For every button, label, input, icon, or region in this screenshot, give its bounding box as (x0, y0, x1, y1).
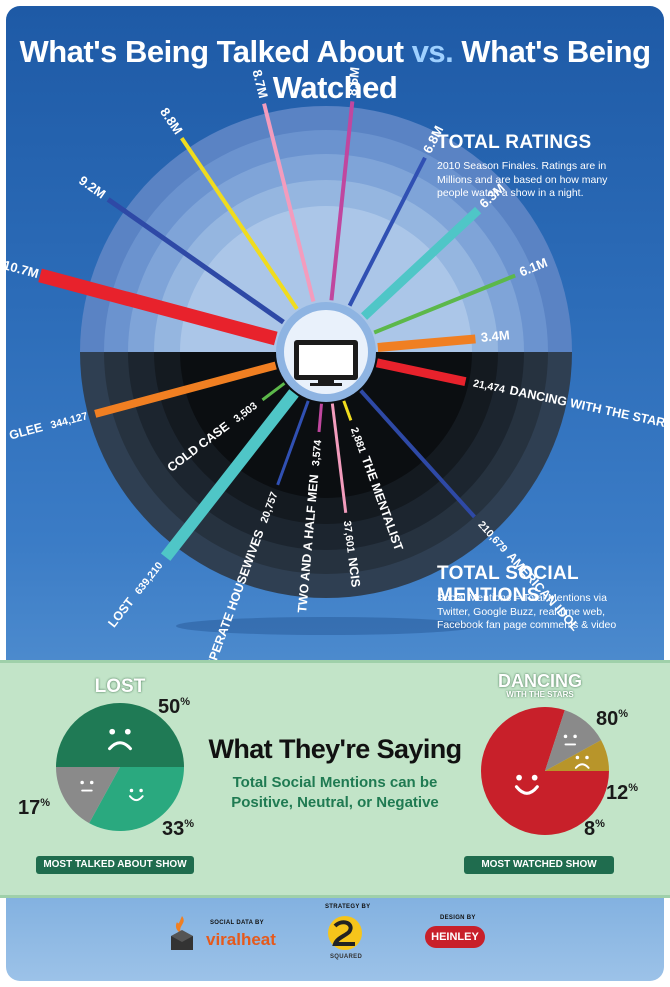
mention-label-glee: GLEE 344,127 (8, 408, 90, 442)
mention-label-lost: LOST 639,210 (106, 559, 166, 631)
mention-bar-desperate-housewives (276, 400, 310, 486)
lost-pie-chart (56, 703, 184, 831)
social-data-label: SOCIAL DATA BY (210, 920, 264, 926)
rating-bar-dancing-with-the-stars (360, 206, 482, 320)
dwts-pie-subtitle: WITH THE STARS (506, 690, 574, 699)
lost-neutral-value: 17 (18, 797, 41, 819)
dwts-neutral-value: 12 (606, 782, 629, 804)
squared-logo-text: SQUARED (330, 954, 363, 960)
rating-bar-the-mentalist (329, 101, 355, 301)
percent-sign: % (180, 696, 191, 708)
mention-value: LOST (106, 593, 140, 631)
rating-label-desperate-housewives: 9.2M (76, 173, 108, 202)
rating-label-the-mentalist: 8.5M (344, 66, 362, 96)
ratings-rings (80, 106, 572, 352)
heinley-logo: HEINLEY (425, 926, 485, 948)
rating-label-two-and-a-half-men: 8.8M (157, 105, 186, 137)
pie-slice-negative (56, 703, 184, 767)
tv-icon (294, 340, 358, 386)
pie-slice-negative (545, 740, 609, 771)
positive-face-icon (128, 788, 144, 802)
social-description: Social Mentions = Total Mentions via Twi… (437, 592, 617, 631)
lost-positive-percent: 33% (162, 818, 194, 841)
rating-bar-lost (38, 268, 278, 346)
mention-show-name: NCIS (345, 557, 363, 588)
chart-shadow (176, 617, 476, 635)
percent-sign: % (40, 797, 51, 809)
mention-show-name: 3,574 (310, 439, 324, 466)
page-title: What's Being Talked About vs. What's Bei… (0, 34, 670, 106)
negative-face-icon (108, 728, 132, 751)
pie-slice-positive (89, 767, 184, 831)
positive-face-icon (514, 774, 539, 795)
mention-bar-cold-case (261, 382, 286, 402)
mention-show-name: 639,210 (132, 560, 165, 597)
squared-logo-icon (325, 914, 365, 952)
mention-value: 37,601 (341, 520, 357, 553)
rating-bar-glee (377, 334, 476, 352)
dwts-positive-percent: 80% (596, 708, 628, 731)
dwts-negative-value: 8 (584, 818, 596, 840)
dwts-badge: MOST WATCHED SHOW (464, 856, 614, 874)
mention-bar-the-mentalist (342, 400, 353, 421)
pie-slice-neutral (545, 710, 602, 771)
percent-sign: % (628, 782, 639, 794)
dwts-positive-value: 80 (596, 708, 619, 730)
saying-title: What They're Saying (208, 734, 462, 764)
percent-sign: % (595, 818, 605, 830)
dwts-pie-title: DANCING (498, 671, 582, 691)
rating-label-ncis: 8.7M (249, 68, 271, 100)
lost-neutral-percent: 17% (18, 797, 50, 820)
mention-bar-two-and-a-half-men (317, 403, 323, 433)
social-heading: TOTAL SOCIAL MENTIONS (437, 563, 579, 606)
ratings-description: 2010 Season Finales. Ratings are in Mill… (437, 160, 608, 199)
rating-bar-two-and-a-half-men (180, 136, 299, 311)
rating-label-lost: 10.7M (2, 257, 41, 281)
rating-bar-american-idol (347, 156, 427, 307)
neutral-face-icon (563, 734, 577, 746)
flame-crate-icon (168, 914, 196, 952)
dwts-negative-percent: 8% (584, 818, 605, 841)
percent-sign: % (184, 818, 195, 830)
credits-footer: SOCIAL DATA BY viralheat STRATEGY BY SQU… (0, 900, 670, 980)
ratings-bars (38, 101, 516, 352)
mention-label-ncis: 37,601 NCIS (340, 520, 362, 588)
social-rings (80, 352, 572, 598)
neutral-face-icon (80, 780, 94, 792)
saying-subtitle: Total Social Mentions can be Positive, N… (231, 774, 439, 811)
negative-face-icon (574, 755, 590, 769)
ratings-heading: TOTAL RATINGS (437, 132, 592, 153)
percent-sign: % (618, 708, 629, 720)
rating-bar-cold-case (373, 273, 516, 335)
lost-positive-value: 33 (162, 818, 185, 840)
title-part-talked: What's Being Talked About (19, 34, 404, 69)
design-label: DESIGN BY (440, 915, 476, 921)
rating-bar-ncis (262, 103, 316, 303)
radial-chart: 10.7M9.2M8.8M8.7M 8.5M6.8M6.3M6.1M3.4M GL… (2, 66, 572, 635)
mention-show-name: 344,127 (49, 410, 89, 431)
mention-bar-glee (94, 361, 277, 418)
mention-bar-lost (160, 389, 299, 561)
dwts-pie-chart (481, 707, 609, 835)
social-bars (94, 358, 476, 561)
lost-badge: MOST TALKED ABOUT SHOW (36, 856, 194, 874)
lost-negative-percent: 50% (158, 696, 190, 719)
viralheat-logo: viralheat (206, 930, 276, 949)
rating-label-glee: 3.4M (480, 327, 510, 344)
pie-slice-neutral (56, 767, 120, 824)
title-vs: vs. (411, 34, 454, 69)
rating-bar-desperate-housewives (106, 197, 285, 325)
mention-bar-american-idol (359, 389, 476, 519)
mention-bar-ncis (330, 403, 348, 513)
title-part-watched: What's Being Watched (272, 34, 651, 105)
lost-pie-title: LOST (94, 676, 146, 697)
lost-negative-value: 50 (158, 696, 181, 718)
mention-bar-dancing-with-the-stars (375, 358, 467, 387)
strategy-label: STRATEGY BY (325, 904, 371, 910)
mention-value: GLEE (8, 420, 48, 443)
dwts-neutral-percent: 12% (606, 782, 638, 805)
